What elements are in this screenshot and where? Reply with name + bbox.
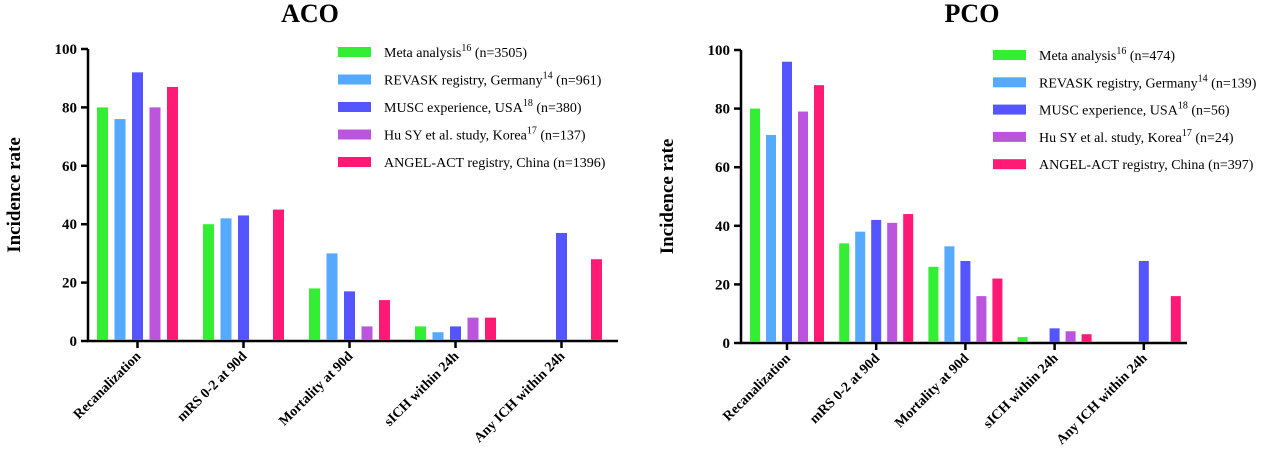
y-tick-label: 100 [55, 42, 78, 58]
y-axis-label: Incidence rate [657, 139, 678, 255]
bar [556, 232, 567, 340]
chart-title: PCO [945, 0, 1000, 28]
x-tick-label: Recanalization [721, 351, 794, 424]
legend-label: ANGEL-ACT registry, China (n=1396) [384, 156, 606, 171]
x-tick-label: Mortality at 90d [276, 349, 356, 429]
x-tick-label: sICH within 24h [382, 349, 463, 430]
legend-label: Meta analysis16 (n=474) [1039, 46, 1175, 64]
legend-swatch [338, 47, 371, 57]
bar [1017, 337, 1028, 342]
bar [361, 326, 373, 340]
bar [871, 219, 882, 342]
bar [1081, 334, 1092, 342]
bar [976, 296, 987, 342]
bar [839, 243, 850, 342]
legend-swatch [993, 77, 1026, 88]
bar [960, 260, 971, 342]
bar [415, 326, 426, 340]
x-tick-label: Any ICH within 24h [1054, 351, 1151, 448]
bar [326, 253, 338, 340]
bar [220, 218, 232, 340]
bar [1170, 296, 1181, 342]
y-tick-label: 60 [62, 159, 77, 175]
bar [450, 326, 461, 340]
y-tick-label: 40 [62, 217, 77, 233]
legend-label: REVASK registry, Germany14 (n=139) [1039, 73, 1257, 91]
pco-chart: PCO Incidence rate 0 20 40 60 80 100 Recanalizat… [640, 0, 1280, 470]
bar [309, 288, 320, 340]
bar [766, 134, 776, 342]
x-tick-label: mRS 0-2 at 90d [175, 349, 251, 425]
bar [485, 317, 496, 340]
x-tick-label: sICH within 24h [981, 351, 1062, 432]
bar [928, 266, 939, 342]
bar [1138, 260, 1149, 342]
legend-swatch [338, 102, 371, 112]
legend-label: REVASK registry, Germany14 (n=961) [384, 71, 602, 89]
legend-label: Meta analysis16 (n=3505) [384, 43, 527, 61]
y-tick-label: 20 [62, 276, 77, 292]
bar [591, 259, 602, 340]
y-tick-label: 40 [715, 219, 730, 235]
bar [467, 317, 479, 340]
y-tick-label: 80 [715, 102, 730, 118]
bar [203, 224, 214, 340]
bar [149, 107, 161, 340]
x-tick-label: Mortality at 90d [892, 351, 972, 431]
y-axis-label: Incidence rate [4, 137, 25, 253]
legend-swatch [993, 104, 1026, 115]
legend-swatch [993, 131, 1026, 142]
bar [944, 246, 955, 342]
legend-swatch [338, 157, 371, 167]
bar [887, 222, 898, 342]
bar [1049, 328, 1060, 342]
bar [782, 61, 792, 342]
legend-swatch [993, 159, 1026, 170]
bar [132, 72, 143, 340]
legend-label: Hu SY et al. study, Korea17 (n=24) [1039, 128, 1234, 146]
x-tick-label: mRS 0-2 at 90d [807, 351, 883, 427]
bar [344, 291, 355, 340]
bar [750, 108, 760, 342]
bar [1065, 331, 1076, 342]
legend-swatch [338, 74, 371, 85]
bar [97, 107, 108, 340]
bar [855, 231, 866, 342]
y-tick-label: 0 [723, 336, 731, 352]
bar [992, 278, 1003, 342]
bar [379, 300, 390, 340]
legend-swatch [338, 129, 371, 140]
bar [798, 111, 808, 342]
y-tick-label: 100 [708, 43, 731, 59]
pco-chart-svg: PCO Incidence rate 0 20 40 60 80 100 Recanalizat… [657, 0, 1257, 448]
legend-swatch [993, 50, 1026, 60]
bar [903, 214, 914, 342]
bar [814, 85, 824, 342]
bar [114, 119, 126, 340]
x-tick-label: Any ICH within 24h [472, 349, 569, 446]
y-tick-label: 20 [715, 277, 730, 293]
y-tick-label: 80 [62, 100, 77, 116]
bar [432, 332, 444, 340]
aco-chart: ACO Incidence rate 0 20 40 60 80 100 Recanalizat… [4, 0, 618, 446]
y-tick-label: 60 [715, 160, 730, 176]
bar [273, 209, 284, 340]
aco-chart-svg: ACO Incidence rate 0 20 40 60 80 100 Recanalizat… [4, 0, 618, 446]
bar [238, 215, 249, 340]
x-tick-label: Recanalization [71, 349, 144, 422]
chart-title: ACO [281, 0, 339, 28]
legend-label: MUSC experience, USA18 (n=380) [384, 98, 582, 116]
legend-label: Hu SY et al. study, Korea17 (n=137) [384, 126, 586, 144]
y-tick-label: 0 [70, 334, 78, 350]
bar [167, 86, 178, 340]
legend-label: MUSC experience, USA18 (n=56) [1039, 101, 1230, 119]
legend-label: ANGEL-ACT registry, China (n=397) [1039, 158, 1254, 173]
